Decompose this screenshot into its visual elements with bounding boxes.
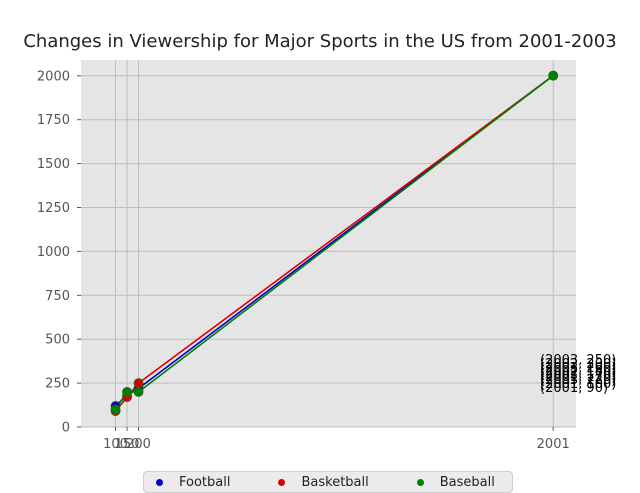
legend: Football Basketball Baseball [143, 471, 513, 493]
legend-label: Football [179, 474, 231, 490]
baseball-point [122, 386, 132, 397]
y-tick-label: 2000 [37, 69, 70, 84]
y-tick-label: 1250 [37, 201, 70, 216]
legend-item-basketball: Basketball [278, 474, 369, 490]
x-tick-label: 2001 [537, 437, 570, 452]
y-tick-label: 750 [45, 289, 70, 304]
y-tick-label: 1750 [37, 113, 70, 128]
point-annotation: (2001, 120) [540, 370, 616, 385]
y-tick-label: 250 [45, 377, 70, 392]
baseball-point [548, 70, 559, 81]
legend-label: Basketball [301, 474, 369, 490]
chart-title: Changes in Viewership for Major Sports i… [23, 31, 617, 52]
point-annotation: (2003, 250) [540, 353, 616, 368]
x-tick-label: 100 [103, 437, 128, 452]
point-annotation: (2003, 220) [540, 373, 616, 388]
legend-label: Baseball [439, 474, 495, 490]
point-annotation: (2001, 90) [540, 381, 608, 396]
point-annotation: (2001, 100) [540, 377, 616, 392]
point-annotation: (2003, 200) [540, 361, 616, 376]
baseball-point [110, 404, 121, 415]
series-points [110, 70, 559, 417]
point-annotation: (2002, 170) [540, 367, 616, 382]
annotations: (2003, 250)(2002, 200)(2003, 200)(2002, … [540, 353, 616, 396]
point-annotation: (2002, 200) [540, 357, 616, 372]
legend-item-baseball: Baseball [416, 474, 495, 490]
series-lines [114, 74, 554, 412]
legend-item-football: Football [156, 475, 230, 490]
x-tick-label: 150 [115, 437, 140, 452]
basketball-line [114, 74, 554, 412]
y-tick-label: 1500 [37, 157, 70, 172]
x-tick-label: 200 [126, 437, 151, 452]
y-tick-label: 0 [62, 421, 70, 436]
baseball-line [114, 74, 554, 410]
y-tick-label: 1000 [37, 245, 70, 260]
y-tick-label: 500 [45, 333, 70, 348]
y-axis: 0 250 500 750 1000 1250 1500 1750 2000 [37, 69, 81, 436]
baseball-point [133, 386, 144, 397]
basketball-point [133, 378, 144, 389]
point-annotation: (2002, 180) [540, 364, 616, 379]
